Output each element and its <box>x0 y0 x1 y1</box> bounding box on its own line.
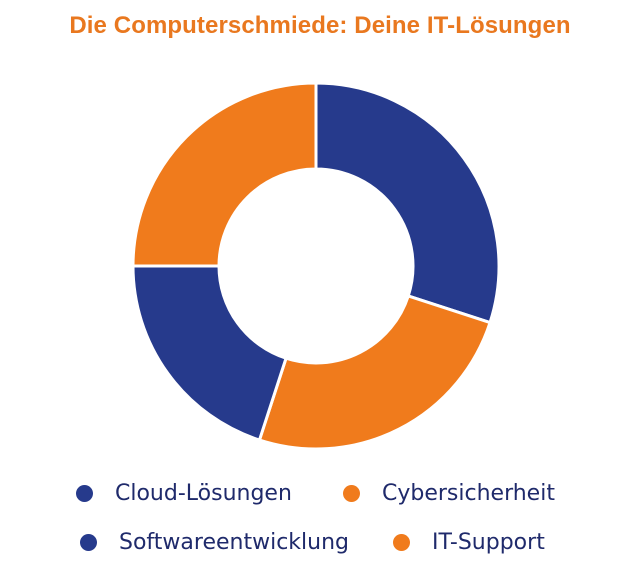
legend-marker <box>80 534 97 551</box>
donut-slice-cybersicherheit <box>257 294 492 451</box>
legend-item: Cybersicherheit <box>343 481 555 506</box>
legend-label: Cybersicherheit <box>382 481 555 506</box>
legend-item: Cloud-Lösungen <box>76 481 292 506</box>
legend-marker <box>343 485 360 502</box>
donut-slice-it-support <box>131 81 318 268</box>
legend-label: Softwareentwicklung <box>119 530 349 555</box>
donut-slice-softwareentwicklung <box>131 264 288 442</box>
legend-item: Softwareentwicklung <box>80 530 349 555</box>
chart-title: Die Computerschmiede: Deine IT-Lösungen <box>69 12 571 39</box>
legend-label: IT-Support <box>432 530 545 555</box>
legend-marker <box>76 485 93 502</box>
legend-item: IT-Support <box>393 530 545 555</box>
legend-label: Cloud-Lösungen <box>115 481 292 506</box>
donut-chart <box>131 81 501 451</box>
legend-marker <box>393 534 410 551</box>
donut-slice-cloud-l-sungen <box>314 81 501 325</box>
